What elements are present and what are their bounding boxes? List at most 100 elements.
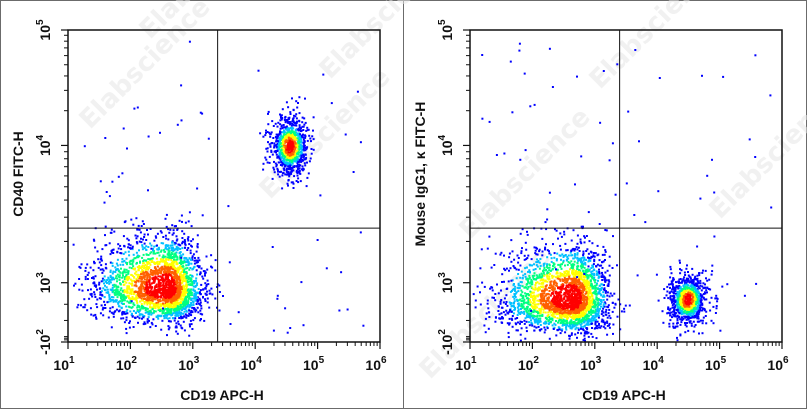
event-dot xyxy=(208,292,211,295)
event-dot xyxy=(171,270,173,273)
event-dot xyxy=(151,277,154,280)
event-dot xyxy=(503,254,505,257)
event-dot xyxy=(125,305,128,308)
event-dot xyxy=(604,321,606,324)
event-dot xyxy=(289,139,291,142)
event-dot xyxy=(129,244,132,247)
event-dot xyxy=(193,308,196,311)
event-dot xyxy=(585,275,588,278)
event-dot xyxy=(197,302,200,305)
event-dot xyxy=(129,289,132,292)
event-dot xyxy=(120,306,123,309)
event-dot xyxy=(517,261,520,264)
event-dot xyxy=(150,306,153,309)
event-dot xyxy=(120,317,123,320)
event-dot xyxy=(164,234,167,237)
event-dot xyxy=(168,306,171,309)
event-dot xyxy=(575,277,577,280)
event-dot xyxy=(128,261,131,264)
event-dot xyxy=(147,258,150,261)
event-dot xyxy=(290,124,293,127)
event-dot xyxy=(121,295,124,298)
event-dot xyxy=(119,252,122,254)
event-dot xyxy=(168,317,171,320)
event-dot xyxy=(146,275,149,278)
event-dot xyxy=(185,257,188,260)
event-dot xyxy=(211,266,214,269)
event-dot xyxy=(177,306,180,309)
event-dot xyxy=(295,169,298,172)
event-dot xyxy=(179,304,182,307)
event-dot xyxy=(142,223,145,225)
event-dot xyxy=(190,299,193,302)
event-dot xyxy=(125,295,128,298)
event-dot xyxy=(274,162,277,165)
event-dot xyxy=(105,291,108,294)
event-dot xyxy=(183,260,186,263)
event-dot xyxy=(531,274,534,277)
event-dot xyxy=(108,282,111,285)
event-dot xyxy=(577,257,580,260)
event-dot xyxy=(531,322,534,325)
event-dot xyxy=(188,313,191,316)
event-dot xyxy=(593,252,595,254)
event-dot xyxy=(187,294,190,297)
event-dot xyxy=(310,140,312,143)
event-dot xyxy=(563,276,566,279)
event-dot xyxy=(183,276,186,279)
event-dot xyxy=(528,324,531,327)
event-dot xyxy=(160,266,163,269)
event-dot xyxy=(513,297,516,300)
event-dot xyxy=(104,225,107,228)
event-dot xyxy=(304,121,307,124)
event-dot xyxy=(208,289,211,292)
event-dot xyxy=(155,269,157,272)
event-dot xyxy=(185,316,188,319)
event-dot xyxy=(208,306,211,309)
event-dot xyxy=(480,248,483,251)
event-dot xyxy=(107,316,110,319)
event-dot xyxy=(490,266,493,269)
event-dot xyxy=(268,143,271,146)
event-dot xyxy=(572,229,575,232)
event-dot xyxy=(188,40,191,43)
event-dot xyxy=(188,262,191,265)
event-dot xyxy=(554,323,557,326)
event-dot xyxy=(298,142,301,145)
event-dot xyxy=(206,290,208,293)
event-dot xyxy=(142,316,145,319)
event-dot xyxy=(563,297,566,300)
event-dot xyxy=(185,309,188,312)
event-dot xyxy=(532,268,535,271)
event-dot xyxy=(169,309,172,312)
event-dot xyxy=(175,245,178,248)
event-dot xyxy=(608,314,611,317)
event-dot xyxy=(151,308,154,311)
event-dot xyxy=(513,258,516,261)
event-dot xyxy=(583,266,586,269)
event-dot xyxy=(142,294,145,297)
event-dot xyxy=(143,321,146,324)
event-dot xyxy=(159,131,161,134)
event-dot xyxy=(149,326,152,329)
event-dot xyxy=(552,285,555,288)
event-dot xyxy=(124,312,127,315)
event-dot xyxy=(298,155,301,158)
event-dot xyxy=(185,270,188,273)
event-dot xyxy=(550,288,553,291)
event-dot xyxy=(172,302,175,304)
event-dot xyxy=(169,244,172,247)
event-dot xyxy=(286,163,289,166)
event-dot xyxy=(532,291,535,294)
event-dot xyxy=(164,246,167,249)
event-dot xyxy=(171,290,174,293)
event-dot xyxy=(306,139,309,142)
event-dot xyxy=(563,315,566,318)
event-dot xyxy=(181,268,184,271)
event-dot xyxy=(183,232,186,235)
event-dot xyxy=(291,126,294,129)
event-dot xyxy=(564,274,567,277)
event-dot xyxy=(178,312,181,315)
event-dot xyxy=(293,131,296,134)
event-dot xyxy=(180,119,183,122)
